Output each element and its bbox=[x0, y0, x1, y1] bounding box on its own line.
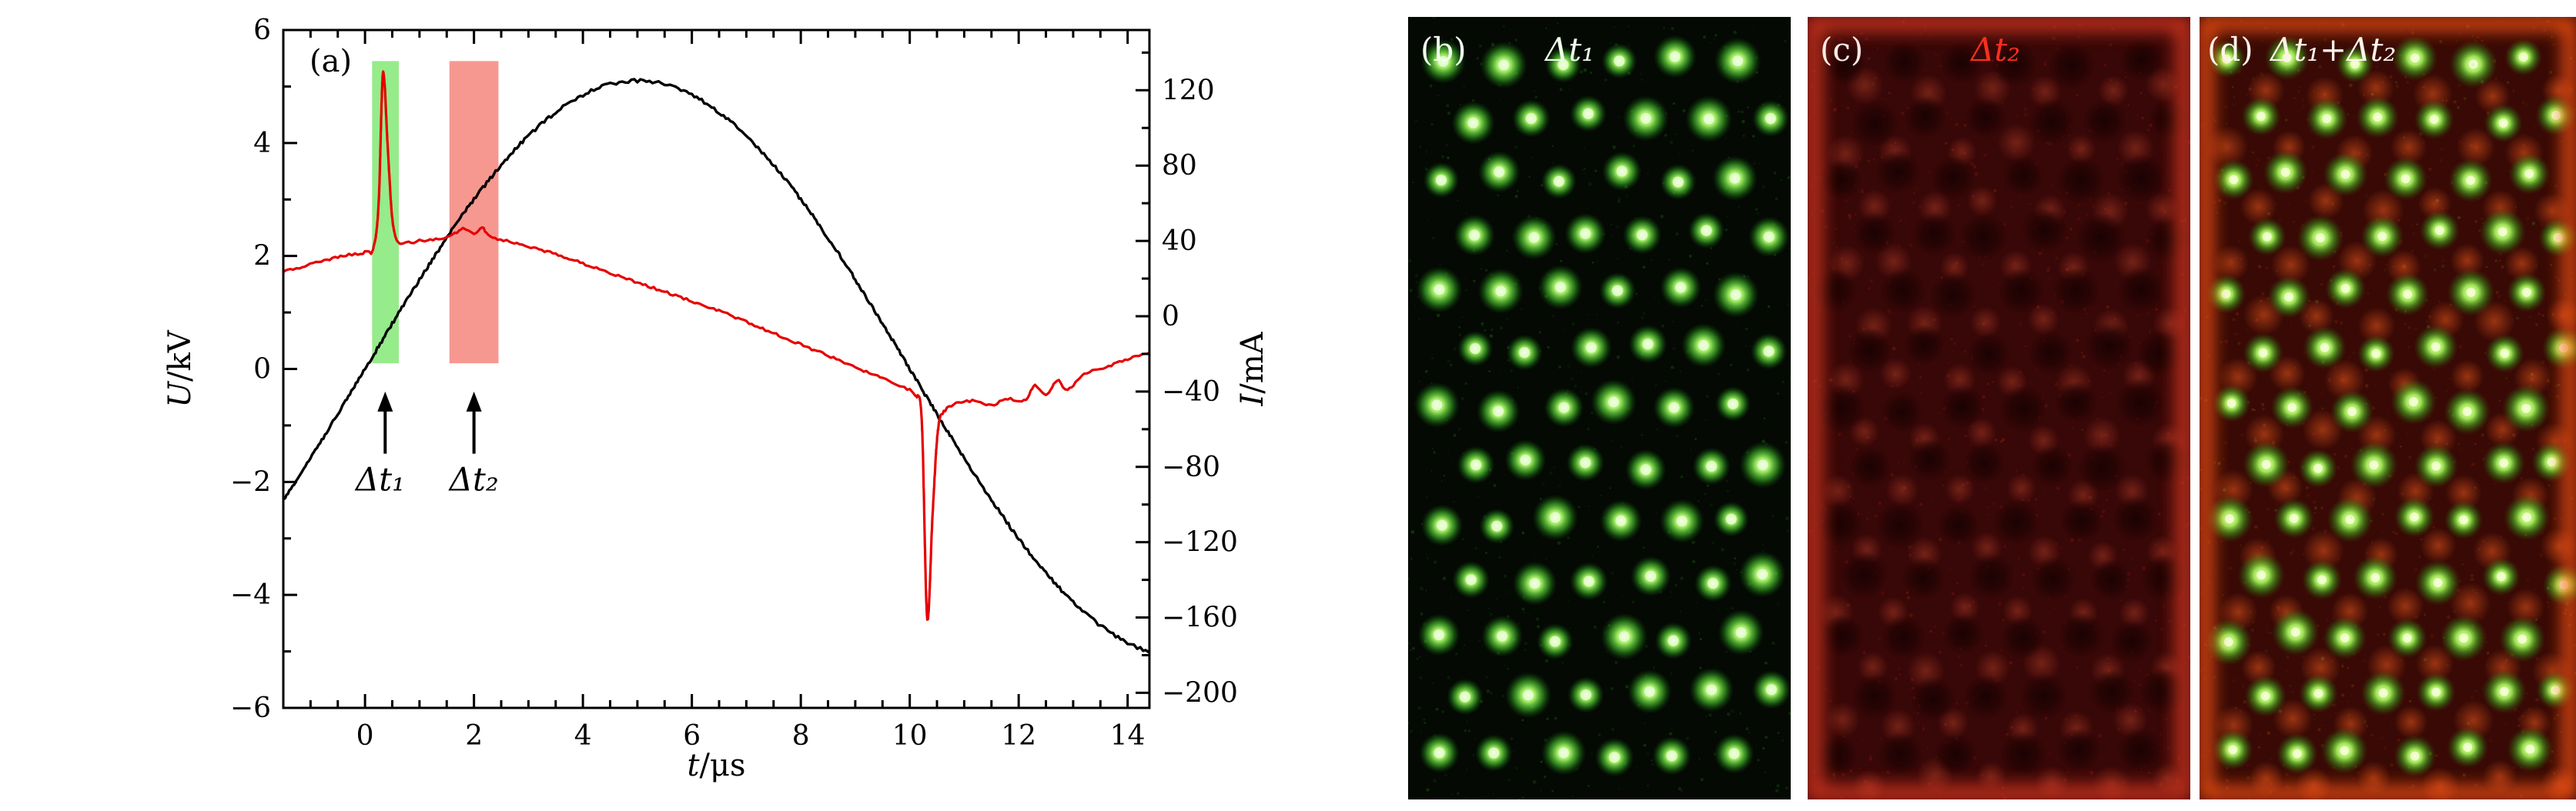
red-honeycomb-pattern-image bbox=[1808, 17, 2190, 799]
svg-text:6: 6 bbox=[253, 15, 271, 46]
discharge-image-dt1: (b) Δt₁ bbox=[1408, 17, 1791, 799]
annotation-dt2: Δt₂ bbox=[448, 460, 499, 498]
discharge-current-I-curve bbox=[283, 70, 1149, 621]
svg-text:2: 2 bbox=[465, 720, 483, 752]
svg-text:−2: −2 bbox=[230, 466, 271, 498]
svg-text:120: 120 bbox=[1162, 75, 1215, 106]
panel-b-tag: (b) bbox=[1420, 31, 1467, 68]
applied-voltage-U-curve bbox=[283, 78, 1149, 654]
panel-c-annotation: Δt₂ bbox=[1971, 31, 2021, 68]
svg-text:−80: −80 bbox=[1162, 452, 1220, 483]
right-axis-title: I/mA bbox=[1235, 331, 1270, 406]
panel-d-annotation: Δt₁+Δt₂ bbox=[2270, 31, 2397, 68]
svg-text:80: 80 bbox=[1162, 150, 1197, 182]
left-axis-title: U/kV bbox=[162, 329, 198, 407]
panel-b-annotation: Δt₁ bbox=[1545, 31, 1595, 68]
green-filament-pattern-image bbox=[1408, 17, 1791, 799]
svg-text:0: 0 bbox=[356, 720, 374, 752]
svg-text:0: 0 bbox=[253, 354, 271, 385]
svg-text:−200: −200 bbox=[1162, 677, 1238, 709]
svg-text:4: 4 bbox=[253, 128, 271, 159]
discharge-image-overlay: (d) Δt₁+Δt₂ bbox=[2200, 17, 2576, 799]
svg-text:2: 2 bbox=[253, 241, 271, 272]
panel-d-tag: (d) bbox=[2207, 31, 2253, 68]
svg-text:−4: −4 bbox=[230, 579, 271, 611]
svg-text:4: 4 bbox=[574, 720, 592, 752]
svg-text:−40: −40 bbox=[1162, 376, 1220, 408]
svg-text:8: 8 bbox=[792, 720, 810, 752]
svg-text:−160: −160 bbox=[1162, 602, 1238, 634]
svg-text:40: 40 bbox=[1162, 225, 1197, 257]
x-axis-title: t/μs bbox=[687, 748, 745, 783]
voltage-current-waveform-chart: 0 2 4 6 8 10 12 14 −6 −4 −2 0 2 4 6 −200 −160 −120 −80 −40 0… bbox=[162, 15, 1270, 783]
svg-text:6: 6 bbox=[683, 720, 701, 752]
svg-text:−120: −120 bbox=[1162, 527, 1238, 559]
dt2-window bbox=[449, 61, 499, 364]
panel-a-tag: (a) bbox=[309, 44, 352, 79]
svg-text:−6: −6 bbox=[230, 693, 271, 724]
overlay-pattern-image bbox=[2200, 17, 2576, 799]
svg-text:12: 12 bbox=[1001, 720, 1036, 752]
svg-text:14: 14 bbox=[1110, 720, 1146, 752]
svg-text:10: 10 bbox=[892, 720, 928, 752]
svg-text:0: 0 bbox=[1162, 301, 1179, 332]
panel-c-tag: (c) bbox=[1820, 31, 1864, 68]
annotation-dt1: Δt₁ bbox=[354, 460, 405, 498]
discharge-image-dt2: (c) Δt₂ bbox=[1808, 17, 2190, 799]
